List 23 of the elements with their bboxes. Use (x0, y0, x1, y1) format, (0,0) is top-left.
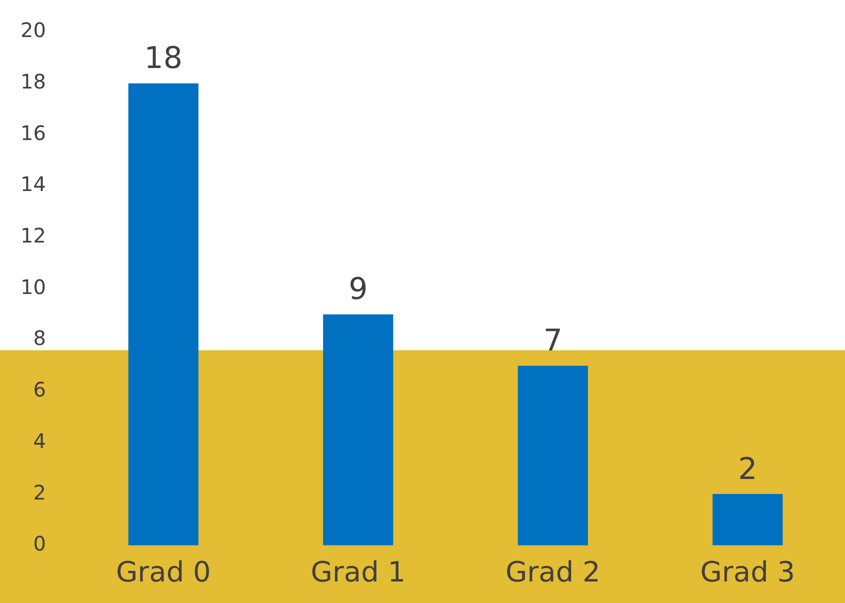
bar (323, 314, 394, 546)
y-tick-label: 16 (20, 120, 46, 145)
data-label: 18 (144, 41, 182, 76)
y-tick-label: 20 (20, 18, 46, 42)
y-tick-label: 14 (20, 172, 46, 196)
bar (518, 366, 588, 546)
x-tick-label: Grad 1 (310, 555, 406, 588)
y-tick-label: 8 (33, 326, 46, 350)
y-tick-label: 18 (20, 70, 46, 94)
data-label: 2 (738, 452, 758, 487)
x-tick-label: Grad 3 (700, 555, 796, 588)
data-label: 9 (348, 272, 368, 308)
y-tick-label: 10 (20, 274, 46, 299)
y-tick-label: 12 (20, 224, 46, 248)
x-tick-label: Grad 0 (116, 555, 211, 588)
bar (128, 83, 198, 546)
y-tick-label: 6 (33, 378, 46, 402)
y-tick-label: 4 (33, 428, 46, 453)
data-label: 7 (543, 324, 562, 359)
x-tick-label: Grad 2 (505, 555, 600, 588)
y-tick-label: 2 (33, 480, 46, 504)
y-tick-label: 0 (33, 532, 46, 556)
bar (712, 494, 783, 546)
